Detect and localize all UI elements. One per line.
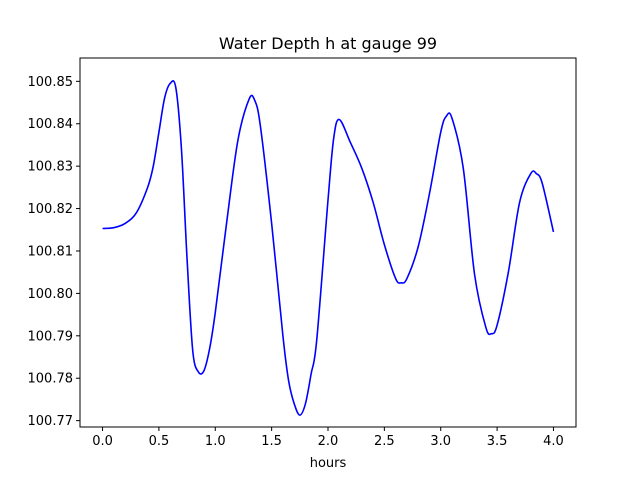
x-axis-ticks: 0.0 0.5 1.0 1.5 2.0 2.5 3.0 3.5 4.0: [92, 427, 564, 449]
x-tick-label: 3.0: [430, 434, 451, 449]
y-tick-label: 100.83: [28, 160, 74, 175]
x-tick-label: 3.5: [487, 434, 508, 449]
x-tick-label: 0.5: [149, 434, 170, 449]
x-tick-label: 1.0: [205, 434, 226, 449]
y-tick-label: 100.80: [28, 287, 74, 302]
x-axis-label: hours: [310, 456, 347, 471]
x-tick-label: 4.0: [543, 434, 564, 449]
y-tick-label: 100.84: [28, 117, 74, 132]
x-tick-label: 0.0: [92, 434, 113, 449]
y-tick-label: 100.78: [28, 372, 74, 387]
x-tick-label: 2.5: [374, 434, 395, 449]
axes-frame: [79, 57, 577, 428]
y-tick-label: 100.82: [28, 202, 74, 217]
series-layer: [102, 79, 555, 416]
y-axis-ticks: 100.77 100.78 100.79 100.80 100.81 100.82 100.…: [28, 75, 80, 429]
x-tick-label: 2.0: [318, 434, 339, 449]
series-line: [102, 79, 555, 416]
y-tick-label: 100.85: [28, 75, 74, 90]
chart-title: Water Depth h at gauge 99: [219, 34, 437, 53]
y-tick-label: 100.77: [28, 414, 74, 429]
x-tick-label: 1.5: [261, 434, 282, 449]
y-tick-label: 100.79: [28, 329, 74, 344]
y-tick-label: 100.81: [28, 244, 74, 259]
